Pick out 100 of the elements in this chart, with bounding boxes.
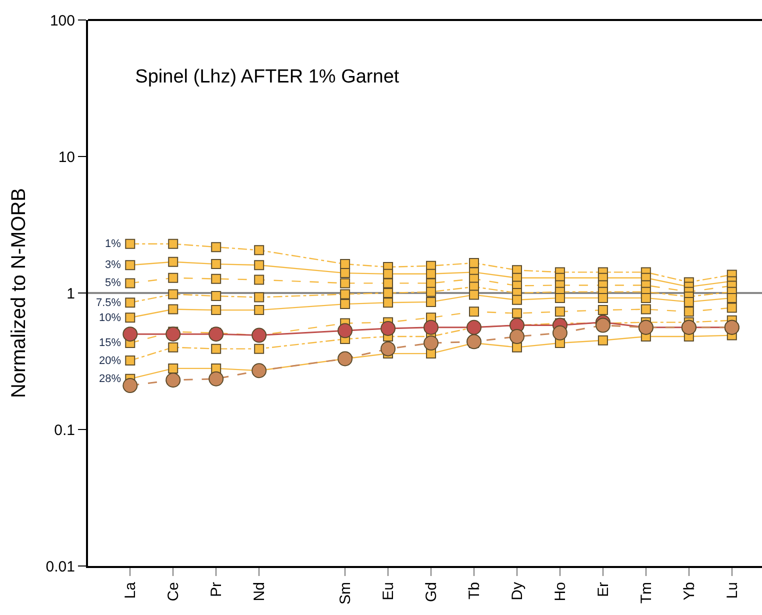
point — [424, 320, 439, 335]
point — [383, 298, 394, 308]
point — [512, 342, 522, 352]
x-tick-label: Lu — [724, 582, 741, 599]
point — [383, 268, 394, 279]
point — [383, 278, 394, 288]
point — [466, 334, 482, 350]
point — [554, 306, 565, 317]
point — [125, 278, 136, 288]
point — [595, 318, 610, 333]
annotation: 15% — [99, 337, 122, 349]
point — [211, 291, 222, 302]
y-tick-label: 0.1 — [54, 422, 75, 439]
x-tick-label: Sm — [336, 582, 354, 604]
point — [168, 272, 178, 283]
point — [168, 289, 178, 300]
point — [726, 302, 737, 313]
annotation: 1% — [105, 238, 122, 250]
point — [512, 294, 522, 305]
point — [340, 289, 350, 300]
point — [122, 326, 138, 342]
point — [640, 304, 651, 314]
point — [598, 292, 608, 303]
point — [211, 242, 222, 252]
x-tick-label: Nd — [250, 582, 268, 602]
point — [554, 292, 565, 303]
point — [640, 292, 651, 303]
point — [252, 363, 267, 378]
point — [125, 298, 136, 308]
point — [254, 274, 264, 285]
point — [125, 238, 136, 249]
point — [254, 260, 264, 270]
point — [684, 306, 694, 317]
x-tick-label: Ce — [164, 582, 182, 602]
point — [125, 312, 136, 323]
y-tick-label: 1 — [66, 285, 75, 302]
point — [380, 320, 396, 336]
point — [211, 305, 222, 316]
point — [168, 342, 178, 352]
point — [208, 371, 224, 386]
point — [424, 336, 439, 351]
point — [466, 320, 482, 335]
point — [125, 356, 136, 366]
annotation: 7.5% — [96, 297, 122, 309]
point — [469, 306, 479, 317]
y-tick-label: 0.01 — [46, 558, 75, 576]
point — [208, 326, 224, 342]
point — [598, 335, 608, 346]
x-tick-label: Tm — [638, 582, 655, 604]
point — [340, 299, 350, 310]
point — [254, 292, 264, 302]
point — [338, 323, 353, 338]
point — [469, 290, 479, 300]
point — [726, 292, 737, 303]
point — [512, 308, 522, 318]
point — [168, 363, 178, 374]
point — [168, 256, 178, 267]
x-tick-label: Tb — [466, 582, 483, 600]
point — [426, 296, 436, 307]
x-tick-label: Er — [594, 582, 612, 597]
annotation: 5% — [105, 277, 122, 289]
point — [122, 378, 138, 394]
point — [426, 268, 436, 279]
x-tick-label: Dy — [508, 582, 526, 600]
point — [469, 258, 479, 268]
point — [211, 274, 222, 284]
point — [166, 326, 181, 342]
y-tick-label: 10 — [58, 148, 75, 166]
point — [254, 245, 264, 256]
annotation: 10% — [99, 312, 122, 324]
point — [211, 344, 222, 354]
annotation: 28% — [99, 373, 122, 385]
point — [168, 304, 178, 314]
point — [340, 268, 350, 278]
point — [598, 305, 608, 316]
x-tick-label: Ho — [552, 582, 569, 602]
point — [166, 372, 181, 388]
point — [426, 278, 436, 288]
x-tick-label: Eu — [380, 582, 397, 600]
point — [211, 259, 222, 270]
point — [684, 296, 694, 307]
text: Spinel (Lhz) AFTER 1% Garnet — [135, 66, 400, 88]
point — [338, 351, 353, 366]
x-tick-label: Pr — [208, 582, 225, 597]
point — [380, 341, 396, 356]
x-tick-label: Gd — [422, 582, 440, 602]
point — [168, 238, 178, 249]
point — [254, 344, 264, 354]
point — [340, 259, 350, 270]
point — [426, 286, 436, 297]
annotation: 3% — [105, 259, 122, 271]
point — [125, 260, 136, 270]
point — [552, 325, 568, 340]
point — [509, 329, 524, 344]
y-axis-title: Normalized to N-MORB — [8, 188, 30, 398]
annotation: 20% — [99, 355, 122, 367]
x-tick-label: Yb — [680, 582, 698, 600]
point — [254, 305, 264, 316]
point — [340, 278, 350, 288]
point — [383, 288, 394, 298]
